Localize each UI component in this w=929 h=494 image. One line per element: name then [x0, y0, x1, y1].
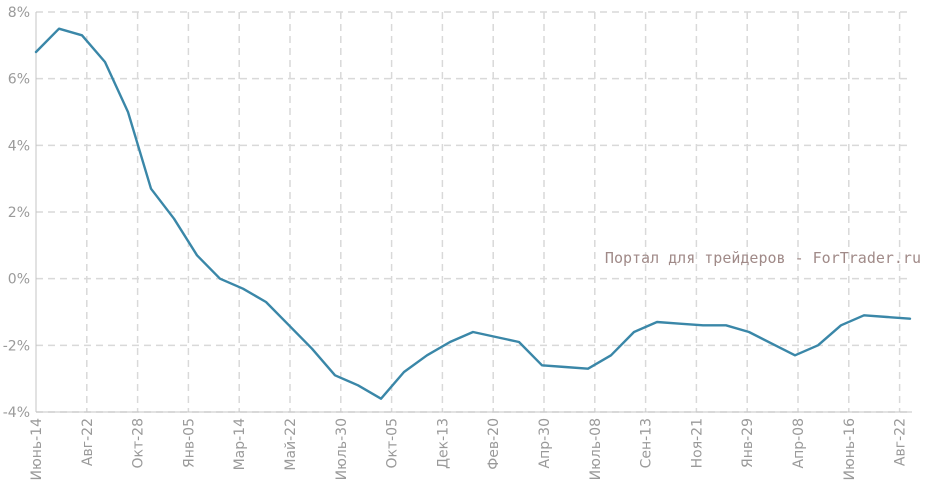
y-tick-label: 0%: [8, 272, 30, 288]
x-tick-label: Окт-05: [385, 418, 401, 469]
y-tick-label: -2%: [3, 338, 30, 354]
vertical-grid: [86, 12, 901, 412]
x-tick-label: Авг-22: [893, 418, 909, 466]
series-layer: [34, 27, 912, 400]
y-tick-label: -4%: [3, 405, 30, 421]
x-tick-label: Апр-08: [791, 418, 807, 468]
x-tick-label: Июль-30: [334, 418, 350, 480]
x-tick-label: Июнь-16: [842, 418, 858, 481]
x-tick-label: Сен-13: [639, 418, 655, 468]
x-tick-label: Окт-28: [131, 418, 147, 469]
x-tick-label: Янв-29: [740, 418, 756, 468]
watermark-text: Портал для трейдеров - ForTrader.ru: [605, 249, 921, 267]
y-tick-label: 2%: [8, 205, 30, 221]
x-tick-label: Авг-22: [80, 418, 96, 466]
series-line: [34, 27, 912, 400]
horizontal-grid: [36, 11, 912, 413]
x-tick-label: Июль-08: [588, 418, 604, 480]
y-tick-label: 4%: [8, 138, 30, 154]
x-tick-label: Мар-14: [232, 418, 248, 471]
x-tick-label: Янв-05: [181, 418, 197, 468]
y-tick-label: 6%: [8, 72, 30, 88]
x-axis-tick-labels: Июнь-14 Авг-22 Окт-28 Янв-05 Мар-14 Май-22 Июл…: [29, 418, 909, 481]
x-tick-label: Фев-20: [486, 418, 502, 470]
x-tick-label: Ноя-21: [689, 418, 705, 468]
y-tick-label: 8%: [8, 5, 30, 21]
x-tick-label: Июнь-14: [29, 418, 45, 481]
y-axis-tick-labels: -4% -2% 0% 2% 4% 6% 8%: [3, 5, 30, 421]
x-tick-label: Дек-13: [435, 418, 451, 469]
x-tick-label: Май-22: [283, 418, 299, 471]
x-tick-label: Апр-30: [537, 418, 553, 468]
